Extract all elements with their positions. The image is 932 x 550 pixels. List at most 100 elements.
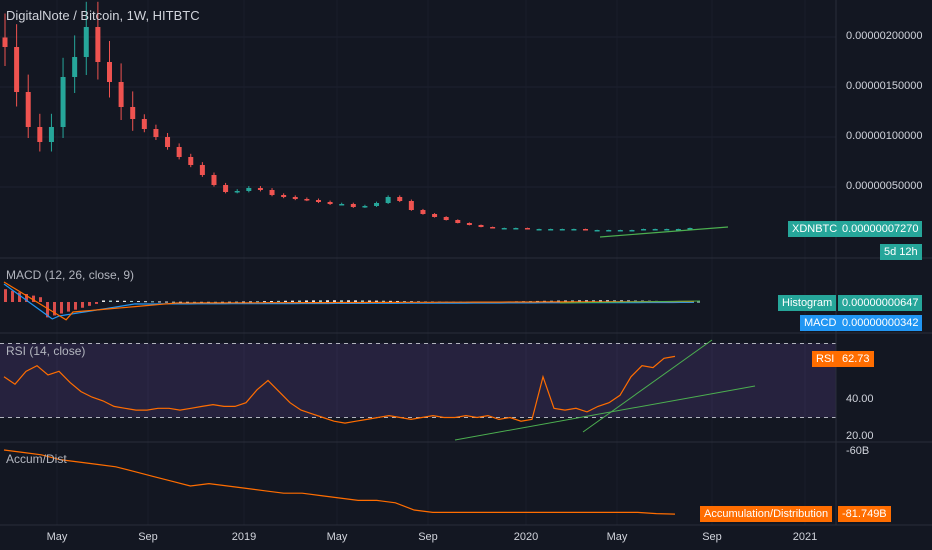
macd-histogram-bar <box>298 300 301 302</box>
candle-body <box>269 190 275 195</box>
countdown-tag: 5d 12h <box>880 244 922 260</box>
time-tick: 2021 <box>792 531 818 543</box>
macd-histogram-bar <box>291 300 294 302</box>
candle-body <box>501 228 507 230</box>
candle-body <box>594 230 600 232</box>
macd-histogram-bar <box>88 302 91 306</box>
macd-histogram-bar <box>46 302 49 318</box>
macd-histogram-bar <box>74 302 77 310</box>
macd-histogram-bar <box>151 301 154 303</box>
time-tick: Sep <box>702 531 722 543</box>
candle-body <box>118 82 124 107</box>
time-tick: Sep <box>418 531 438 543</box>
candle-body <box>524 228 530 230</box>
candle-body <box>60 77 66 127</box>
macd-histogram-bar <box>564 300 567 302</box>
candle-body <box>327 202 333 204</box>
macd-histogram-bar <box>326 300 329 302</box>
macd-histogram-bar <box>158 301 161 303</box>
candle-body <box>374 203 380 206</box>
candle-body <box>48 127 54 142</box>
macd-histogram-bar <box>270 300 273 302</box>
candle-body <box>362 206 368 208</box>
macd-histogram-bar <box>39 297 42 302</box>
rsi-title: RSI (14, close) <box>6 344 86 358</box>
price-candles <box>2 1 729 238</box>
macd-histogram-bar <box>277 300 280 302</box>
macd-histogram-bar <box>165 301 168 303</box>
candle-body <box>339 204 345 206</box>
macd-histogram-bar <box>242 301 245 303</box>
macd-histogram-bar <box>368 300 371 302</box>
macd-histogram-bar <box>382 300 385 302</box>
price-tick: 0.00000100000 <box>846 130 923 142</box>
time-tick: 2020 <box>513 531 539 543</box>
pane-separators <box>0 0 932 526</box>
price-tick: 0.00000050000 <box>846 180 923 192</box>
time-tick: May <box>606 531 628 543</box>
ad-label-tag: Accumulation/Distribution <box>700 506 833 522</box>
symbol-tag: XDNBTC <box>788 221 842 237</box>
candle-body <box>106 62 112 82</box>
candle-body <box>281 195 287 197</box>
rsi-pane <box>0 339 836 441</box>
macd-histogram-bar <box>11 290 14 302</box>
rsi-label-tag: RSI <box>812 351 839 367</box>
macd-histogram-bar <box>228 301 231 303</box>
candle-body <box>536 229 542 231</box>
candle-body <box>559 229 565 231</box>
price-tick: 0.00000150000 <box>846 80 923 92</box>
chart-title: DigitalNote / Bitcoin, 1W, HITBTC <box>6 8 200 23</box>
macd-histogram-bar <box>389 300 392 302</box>
macd-histogram-bar <box>102 300 105 302</box>
price-tick: 0.00000200000 <box>846 30 923 42</box>
macd-histogram-bar <box>340 300 343 302</box>
macd-histogram-bar <box>53 302 56 316</box>
rsi-tick: 20.00 <box>846 430 874 442</box>
macd-histogram-bar <box>193 301 196 303</box>
histogram-label-tag: Histogram <box>778 295 837 311</box>
macd-histogram-bar <box>249 301 252 303</box>
rsi-line <box>3 355 676 424</box>
macd-histogram-bar <box>578 300 581 302</box>
macd-histogram-bar <box>396 300 399 302</box>
macd-histogram-bar <box>375 300 378 302</box>
candle-body <box>408 201 414 210</box>
candle-body <box>292 197 298 199</box>
candle-body <box>350 204 356 207</box>
price-trendline <box>599 226 729 238</box>
rsi-trendline <box>454 385 756 441</box>
candle-body <box>25 92 31 127</box>
accum-dist-title: Accum/Dist <box>6 452 67 466</box>
macd-histogram-bar <box>592 300 595 302</box>
candle-body <box>571 229 577 231</box>
price-tag: 0.00000007270 <box>838 221 923 237</box>
accum-dist-pane <box>3 449 676 515</box>
candle-body <box>153 129 159 137</box>
candle-body <box>223 185 229 192</box>
macd-title: MACD (12, 26, close, 9) <box>6 268 135 282</box>
candle-body <box>95 27 101 62</box>
macd-histogram-bar <box>137 301 140 303</box>
candle-body <box>641 229 647 231</box>
histogram-value-tag: 0.00000000647 <box>838 295 923 311</box>
rsi-tick: 40.00 <box>846 393 874 405</box>
candle-body <box>397 197 403 201</box>
candle-body <box>478 225 484 227</box>
candle-body <box>455 220 461 223</box>
candle-body <box>211 175 217 185</box>
candle-body <box>664 229 670 231</box>
macd-histogram-bar <box>403 301 406 303</box>
time-tick: May <box>46 531 68 543</box>
candle-body <box>420 210 426 214</box>
candle-body <box>199 165 205 175</box>
candle-body <box>14 47 20 92</box>
candle-body <box>652 229 658 231</box>
candle-body <box>490 227 496 229</box>
macd-histogram-bar <box>319 300 322 302</box>
candle-body <box>72 57 78 77</box>
macd-histogram-bar <box>354 300 357 302</box>
macd-histogram-bar <box>571 300 574 302</box>
